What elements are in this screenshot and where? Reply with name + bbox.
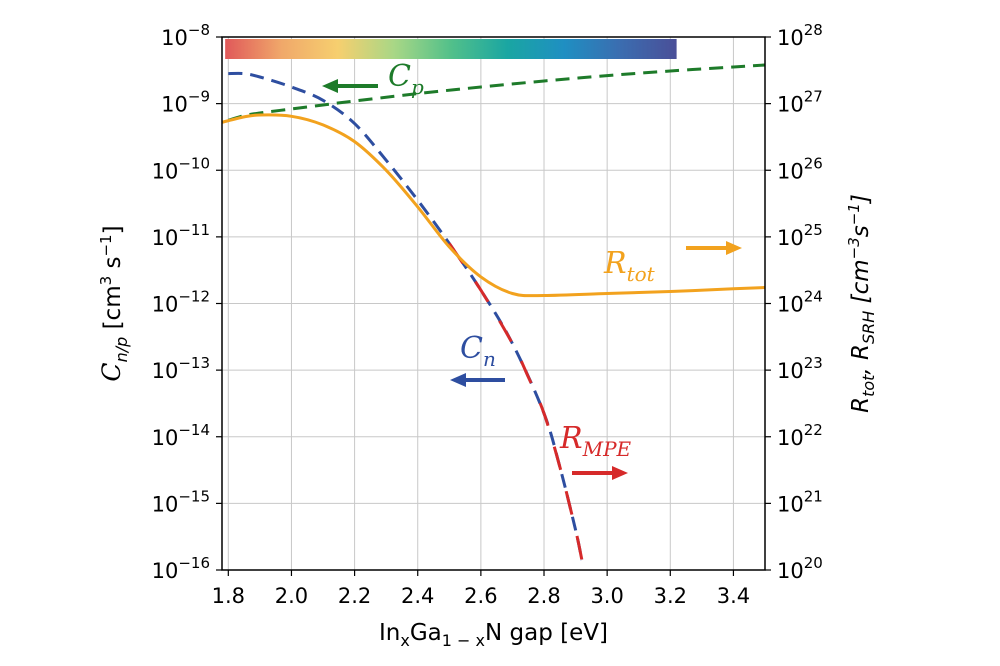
annotation-label: RMPE xyxy=(559,421,632,461)
y-right-tick-label: 1024 xyxy=(777,288,823,317)
x-axis-label: InxGa1 − xN gap [eV] xyxy=(379,620,608,650)
annotation-label: Cn xyxy=(460,331,496,371)
x-tick-label: 2.8 xyxy=(527,584,560,608)
y-right-tick-label: 1027 xyxy=(777,88,823,117)
y-left-tick-label: 10−11 xyxy=(152,221,210,250)
arrow-head xyxy=(726,241,742,255)
grid xyxy=(222,36,765,571)
tick-labels: 1.8 2.0 2.2 2.4 2.6 2.8 3.0 3.2 3.4 10−16 10−15 10−… xyxy=(152,21,823,608)
annotation-label: Rtot xyxy=(603,246,656,286)
arrow-head xyxy=(612,466,628,480)
series-r-mpe xyxy=(448,242,584,561)
series-c-n xyxy=(228,71,584,561)
y-left-tick-label: 10−14 xyxy=(152,421,210,450)
x-tick-label: 2.2 xyxy=(338,584,371,608)
y-axis-right-label: Rtot, RSRH [cm−3s−1] xyxy=(845,194,878,413)
series-r-tot xyxy=(221,113,766,298)
y-right-tick-label: 1028 xyxy=(777,21,823,50)
y-left-tick-label: 10−15 xyxy=(152,487,210,516)
annotation-c-n: Cn xyxy=(450,331,505,387)
x-tick-label: 1.8 xyxy=(212,584,245,608)
y-right-tick-label: 1025 xyxy=(777,221,823,250)
y-right-tick-label: 1026 xyxy=(777,154,823,183)
y-axis-left-label: Cn/p [cm3 s−1] xyxy=(97,225,131,381)
x-tick-label: 2.0 xyxy=(275,584,308,608)
arrow-head xyxy=(450,373,466,387)
y-left-tick-label: 10−8 xyxy=(161,21,210,50)
annotation-r-tot: Rtot xyxy=(603,241,742,286)
y-left-tick-label: 10−9 xyxy=(161,88,210,117)
colorbar xyxy=(225,39,677,59)
series-layer xyxy=(221,63,766,561)
arrow-head xyxy=(322,79,338,93)
ticks xyxy=(216,36,771,576)
y-left-tick-label: 10−12 xyxy=(152,288,210,317)
annotation-r-mpe: RMPE xyxy=(559,421,632,480)
y-left-tick-label: 10−10 xyxy=(152,154,210,183)
x-tick-label: 2.6 xyxy=(464,584,497,608)
y-right-tick-label: 1022 xyxy=(777,421,823,450)
x-tick-label: 3.2 xyxy=(654,584,687,608)
x-tick-label: 3.4 xyxy=(717,584,750,608)
annotations: Cp Cn Rtot RMPE xyxy=(322,59,742,480)
y-left-tick-label: 10−16 xyxy=(152,554,210,583)
y-right-tick-label: 1021 xyxy=(777,487,823,516)
y-right-tick-label: 1020 xyxy=(777,554,823,583)
y-right-tick-label: 1023 xyxy=(777,354,823,383)
x-tick-label: 2.4 xyxy=(401,584,434,608)
annotation-c-p: Cp xyxy=(322,59,424,99)
annotation-label: Cp xyxy=(388,59,424,99)
series-c-p xyxy=(227,63,766,122)
x-tick-label: 3.0 xyxy=(590,584,623,608)
y-left-tick-label: 10−13 xyxy=(152,354,210,383)
